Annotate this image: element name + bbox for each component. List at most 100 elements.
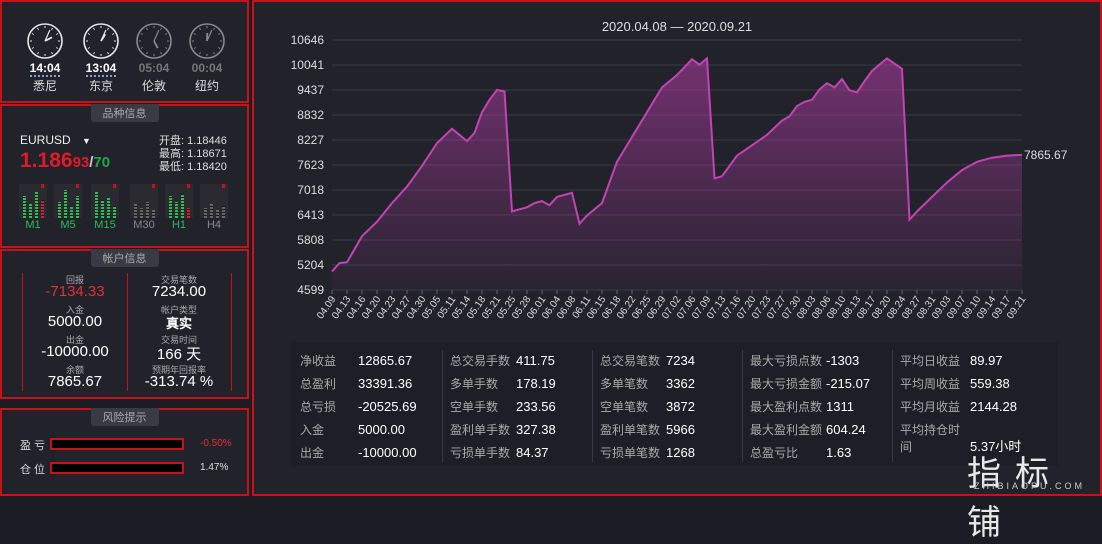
stat-label: 亏损单手数 (450, 444, 516, 461)
meter-bar-red (187, 184, 190, 188)
stat-label: 盈利单手数 (450, 421, 516, 438)
stat-label: 总亏损 (300, 398, 358, 415)
y-tick-label: 6413 (297, 208, 324, 222)
account-value: 5000.00 (23, 313, 127, 330)
clock-face-icon (188, 22, 226, 60)
stat-label: 总盈亏比 (750, 444, 826, 461)
stat-label: 入金 (300, 421, 358, 438)
stat-value: 1311 (826, 399, 854, 414)
y-tick-label: 5204 (297, 258, 324, 272)
meter-bar (152, 210, 155, 218)
timeframe-meter-M5[interactable] (54, 184, 82, 218)
meter-bar (187, 208, 190, 218)
stat-label: 总交易手数 (450, 352, 516, 369)
timeframe-meter-H1[interactable] (165, 184, 193, 218)
meter-bar (140, 208, 143, 218)
timeframe-meter-H4[interactable] (200, 184, 228, 218)
stat-value: 5000.00 (358, 422, 405, 437)
meter-bar (101, 200, 104, 218)
stat-label: 最大盈利点数 (750, 398, 826, 415)
risk-bar (50, 438, 184, 450)
meter-bar (134, 204, 137, 218)
timeframe-label[interactable]: H4 (200, 219, 228, 231)
stat-value: 3872 (666, 399, 695, 414)
clock-city: 东京 (82, 77, 120, 94)
stat-value: -1303 (826, 353, 859, 368)
timeframe-meter-M1[interactable] (19, 184, 47, 218)
clock-city: 纽约 (188, 77, 226, 94)
timeframe-label[interactable]: M5 (54, 219, 82, 231)
meter-bar (58, 202, 61, 218)
meter-bar (95, 192, 98, 218)
clock-face-icon (135, 22, 173, 60)
stat-value: -20525.69 (358, 399, 417, 414)
meter-bar (175, 202, 178, 218)
y-tick-label: 8832 (297, 108, 324, 122)
meter-bar (107, 198, 110, 218)
price-big: 1.186 (20, 149, 73, 172)
y-tick-label: 9437 (297, 83, 324, 97)
stat-value: 12865.67 (358, 353, 412, 368)
risk-value: -0.50% (200, 438, 232, 449)
stat-value: 2144.28 (970, 399, 1017, 414)
timeframe-meter-M15[interactable] (91, 184, 119, 218)
clock-city: 伦敦 (135, 77, 173, 94)
chevron-down-icon[interactable]: ▼ (82, 136, 91, 146)
clock-time: 14:04 (26, 61, 64, 75)
meter-bar (35, 192, 38, 218)
stat-value: -10000.00 (358, 445, 417, 460)
stat-row: 总亏损-20525.69 (300, 398, 417, 421)
stat-label: 平均持仓时间 (900, 421, 970, 455)
y-tick-label: 7623 (297, 158, 324, 172)
stat-row: 出金-10000.00 (300, 444, 417, 467)
risk-label: 仓 位 (20, 461, 45, 477)
symbol-panel-title: 品种信息 (91, 104, 159, 122)
stat-label: 亏损单笔数 (600, 444, 666, 461)
meter-bar-red (113, 184, 116, 188)
timeframe-label[interactable]: M30 (130, 219, 158, 231)
stat-value: 559.38 (970, 376, 1010, 391)
clock-face-icon (82, 22, 120, 60)
meter-bar (76, 196, 79, 218)
stat-label: 空单笔数 (600, 398, 666, 415)
clock-1: 13:04 东京 (82, 22, 120, 94)
timeframe-meter-M30[interactable] (130, 184, 158, 218)
timeframe-label[interactable]: H1 (165, 219, 193, 231)
account-panel-title: 帐户信息 (91, 249, 159, 267)
stats-divider (892, 350, 893, 462)
symbol-selector[interactable]: EURUSD ▼ (20, 133, 91, 147)
stat-value: 604.24 (826, 422, 866, 437)
y-tick-label: 7018 (297, 183, 324, 197)
stat-label: 最大亏损金额 (750, 375, 826, 392)
stats-divider (592, 350, 593, 462)
clock-time: 13:04 (82, 61, 120, 75)
timeframe-label[interactable]: M1 (19, 219, 47, 231)
price-display: 1.18693/70 (20, 149, 110, 173)
stat-value: 1268 (666, 445, 695, 460)
risk-value: 1.47% (200, 462, 228, 473)
stat-label: 平均月收益 (900, 398, 970, 415)
stat-label: 出金 (300, 444, 358, 461)
timeframe-label[interactable]: M15 (91, 219, 119, 231)
stat-value: 33391.36 (358, 376, 412, 391)
clock-city: 悉尼 (26, 77, 64, 94)
y-tick-label: 4599 (297, 283, 324, 297)
stat-value: 411.75 (516, 353, 555, 368)
stat-row: 最大亏损点数-1303 (750, 352, 870, 375)
risk-panel-title: 风险提示 (91, 408, 159, 426)
stat-label: 总盈利 (300, 375, 358, 392)
account-value: -7134.33 (23, 283, 127, 300)
account-value: 7234.00 (127, 283, 231, 300)
